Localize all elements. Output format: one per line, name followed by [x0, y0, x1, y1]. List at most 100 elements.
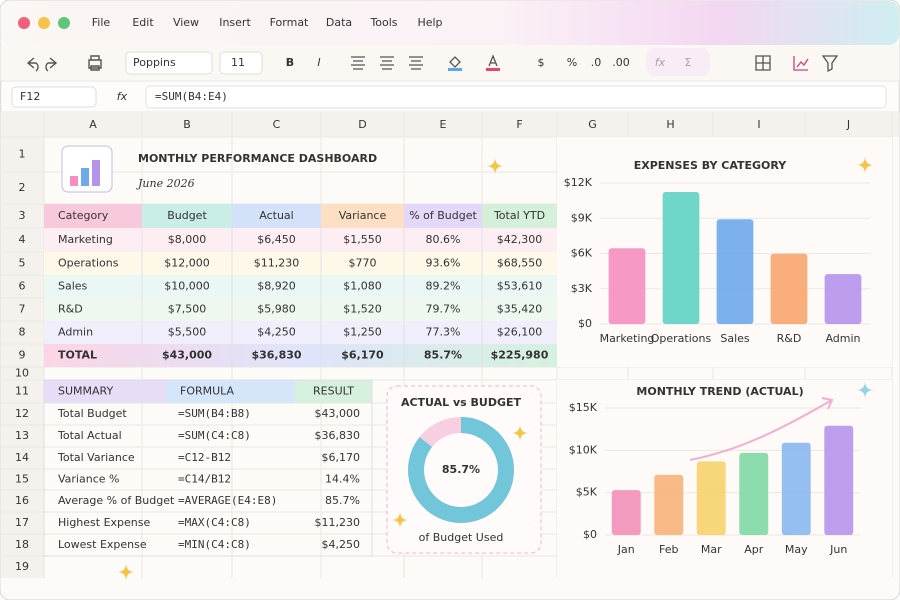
- column-header: C: [273, 118, 281, 131]
- toolbar-dec-less[interactable]: .0: [591, 56, 602, 69]
- menu-item[interactable]: Insert: [219, 16, 251, 29]
- menu-item[interactable]: Help: [417, 16, 442, 29]
- table-header-cell: [44, 204, 142, 228]
- bar: [739, 452, 769, 535]
- column-header: I: [757, 118, 760, 131]
- row-header: 9: [19, 349, 26, 362]
- summary-result: $43,000: [315, 407, 361, 420]
- chart-title: EXPENSES BY CATEGORY: [634, 159, 788, 172]
- filter-icon[interactable]: [821, 55, 839, 73]
- header-icon-bar: [92, 160, 100, 186]
- name-box-text: F12: [20, 90, 40, 103]
- table-cell: 79.7%: [426, 303, 461, 316]
- summary-formula: =MIN(C4:C8): [178, 538, 251, 551]
- header-icon-bar: [81, 168, 89, 186]
- menu-item[interactable]: Tools: [369, 16, 397, 29]
- y-tick-label: $3K: [571, 282, 593, 295]
- total-cell: $36,830: [251, 349, 301, 362]
- toolbar-percent[interactable]: %: [567, 56, 577, 69]
- chart-icon[interactable]: [793, 56, 809, 71]
- total-cell: $225,980: [491, 349, 549, 362]
- x-tick-label: Marketing: [600, 332, 655, 345]
- toolbar-bold[interactable]: B: [286, 56, 294, 69]
- table-row: [44, 252, 557, 275]
- total-cell: TOTAL: [58, 349, 97, 362]
- summary-result: $4,250: [322, 538, 361, 551]
- table-cell: $7,500: [168, 303, 207, 316]
- donut-value: 85.7%: [442, 463, 480, 476]
- table-row: [44, 228, 557, 252]
- row-header: 14: [15, 451, 29, 464]
- borders-icon[interactable]: [755, 55, 771, 71]
- table-row: [44, 275, 557, 298]
- bar: [654, 474, 684, 535]
- column-header: D: [358, 118, 366, 131]
- table-header: % of Budget: [409, 209, 477, 222]
- y-tick-label: $5K: [576, 486, 598, 499]
- y-tick-label: $0: [578, 317, 592, 330]
- toolbar-currency[interactable]: $: [538, 56, 545, 69]
- align-icon[interactable]: [380, 56, 394, 70]
- menu-item[interactable]: View: [173, 16, 199, 29]
- fill-color-bar[interactable]: [448, 68, 462, 71]
- row-header: 3: [19, 209, 26, 222]
- table-header: Actual: [259, 209, 293, 222]
- summary-formula: =SUM(B4:B8): [178, 407, 251, 420]
- toolbar-size[interactable]: 11: [231, 56, 245, 69]
- toolbar-icon[interactable]: [45, 57, 58, 72]
- toolbar-dec-more[interactable]: .00: [612, 56, 630, 69]
- x-tick-label: R&D: [777, 332, 802, 345]
- bar: [611, 490, 641, 535]
- font-color-icon[interactable]: [488, 54, 498, 67]
- summary-result: 14.4%: [325, 473, 360, 486]
- chart-title: MONTHLY TREND (ACTUAL): [636, 385, 803, 398]
- minimize-button[interactable]: [38, 17, 50, 29]
- total-cell: 85.7%: [424, 349, 462, 362]
- y-tick-label: $12K: [564, 176, 593, 189]
- column-header: H: [666, 118, 674, 131]
- row-header: 13: [15, 429, 29, 442]
- bar: [716, 219, 754, 324]
- row-header: 17: [15, 516, 29, 529]
- table-header-cell: [321, 204, 404, 228]
- summary-label: Highest Expense: [58, 516, 151, 529]
- menu-item[interactable]: Format: [270, 16, 309, 29]
- toolbar-italic[interactable]: I: [317, 56, 320, 69]
- menu-item[interactable]: Edit: [132, 16, 154, 29]
- size-select[interactable]: [219, 51, 263, 75]
- x-tick-label: Apr: [744, 543, 764, 556]
- table-cell: $26,100: [497, 326, 543, 339]
- row-header: 16: [15, 494, 29, 507]
- formula-input[interactable]: [145, 85, 887, 109]
- row-header: 2: [19, 181, 26, 194]
- table-cell: 89.2%: [426, 280, 461, 293]
- bar: [662, 192, 700, 324]
- name-box[interactable]: [11, 86, 97, 108]
- table-cell: $10,000: [164, 280, 210, 293]
- menu-item[interactable]: Data: [326, 16, 352, 29]
- summary-result: 85.7%: [325, 494, 360, 507]
- row-header: 7: [19, 303, 26, 316]
- align-icon[interactable]: [351, 56, 365, 70]
- summary-result: $11,230: [315, 516, 361, 529]
- sparkle: [117, 563, 135, 581]
- menu-item[interactable]: File: [92, 16, 111, 29]
- maximize-button[interactable]: [58, 17, 70, 29]
- sparkle: [511, 424, 529, 442]
- summary-formula: =AVERAGE(E4:E8): [178, 494, 277, 507]
- font-select[interactable]: [125, 51, 213, 75]
- toolbar-icon[interactable]: [26, 57, 39, 72]
- font-color-bar[interactable]: [486, 68, 500, 71]
- sparkle: [856, 156, 874, 174]
- row-header: 11: [15, 385, 29, 398]
- row-header: 4: [19, 233, 26, 246]
- align-icon[interactable]: [409, 56, 423, 70]
- summary-label: Total Variance: [57, 451, 135, 464]
- toolbar-font[interactable]: Poppins: [133, 56, 176, 69]
- close-button[interactable]: [18, 17, 30, 29]
- table-cell: $8,000: [168, 233, 207, 246]
- summary-formula: =C12-B12: [178, 451, 231, 464]
- fill-icon[interactable]: [449, 56, 461, 68]
- toolbar-icon[interactable]: [88, 55, 102, 71]
- total-cell: $43,000: [162, 349, 212, 362]
